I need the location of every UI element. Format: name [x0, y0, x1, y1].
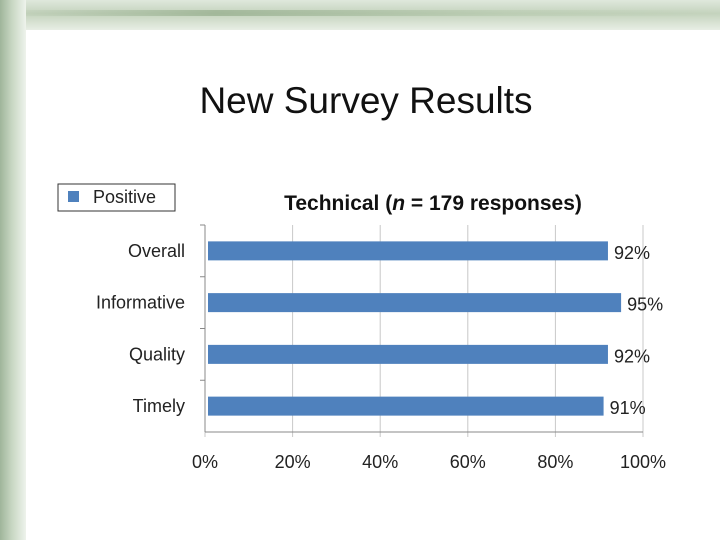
slide-left-band	[0, 0, 26, 540]
legend-swatch	[68, 191, 79, 202]
slide-title: New Survey Results	[199, 80, 533, 121]
category-label: Informative	[96, 293, 185, 313]
bar	[208, 344, 608, 364]
chart-title: Technical (n = 179 responses)	[284, 192, 582, 215]
legend-label: Positive	[93, 187, 156, 207]
x-tick-label: 40%	[362, 452, 398, 472]
x-tick-label: 100%	[620, 452, 666, 472]
data-label: 92%	[614, 346, 650, 366]
x-tick-label: 20%	[275, 452, 311, 472]
data-label: 95%	[627, 295, 663, 315]
x-tick-label: 0%	[192, 452, 218, 472]
bar	[208, 293, 622, 313]
bar	[208, 241, 608, 261]
category-label: Overall	[128, 241, 185, 261]
data-label: 91%	[610, 398, 646, 418]
category-label: Timely	[133, 396, 185, 416]
data-label: 92%	[614, 243, 650, 263]
category-label: Quality	[129, 344, 185, 364]
x-tick-label: 80%	[537, 452, 573, 472]
slide-top-band	[0, 0, 720, 30]
bar	[208, 396, 604, 416]
x-tick-label: 60%	[450, 452, 486, 472]
